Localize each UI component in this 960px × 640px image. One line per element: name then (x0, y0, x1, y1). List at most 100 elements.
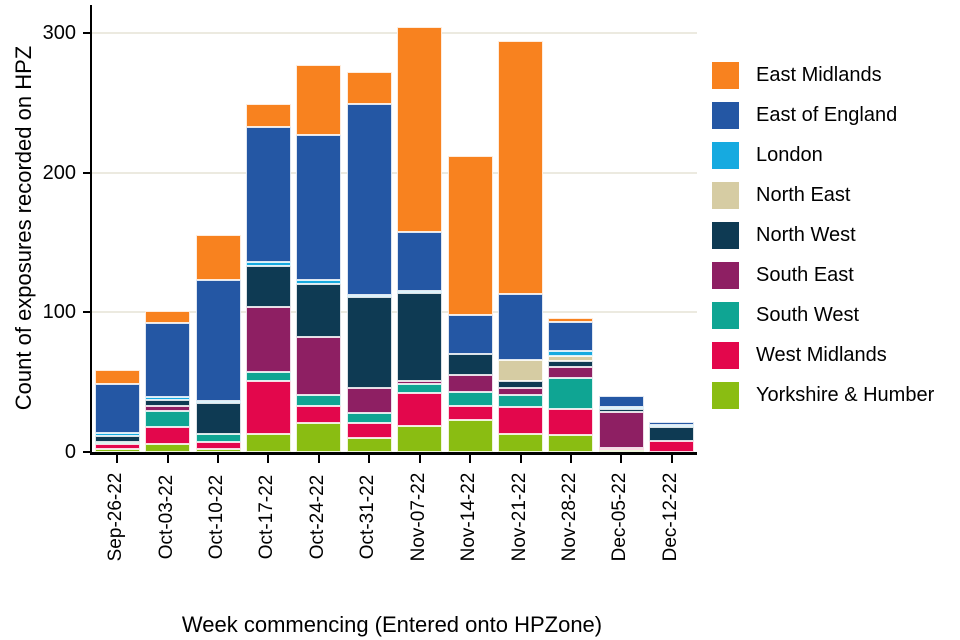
bar-segment (649, 422, 695, 425)
bar-segment (346, 103, 392, 295)
bar-segment (397, 425, 443, 452)
y-axis-tick (83, 32, 90, 34)
legend-label: North West (756, 224, 856, 246)
bar-nov-21-22 (498, 41, 544, 452)
bar-segment (195, 433, 241, 443)
bar-segment (447, 375, 493, 392)
x-tick-label-nov-28-22: Nov-28-22 (558, 472, 580, 562)
x-tick-label-oct-17-22: Oct-17-22 (256, 474, 278, 560)
bar-segment (145, 397, 191, 401)
bar-segment (145, 323, 191, 398)
bar-segment (245, 266, 291, 307)
bar-segment (94, 441, 140, 444)
legend-item-north-east: North East (712, 182, 934, 209)
x-axis-tick (317, 455, 320, 463)
bar-segment (548, 351, 594, 356)
x-tick-label-oct-24-22: Oct-24-22 (306, 474, 328, 560)
bar-segment (94, 443, 140, 450)
x-tick-label-sep-26-22: Sep-26-22 (105, 472, 127, 562)
y-tick-label-100: 100 (42, 301, 76, 324)
bar-nov-14-22 (447, 155, 493, 452)
bar-dec-05-22 (598, 395, 644, 452)
x-axis-tick (519, 455, 522, 463)
y-tick-label-200: 200 (42, 161, 76, 184)
x-tick-label-nov-14-22: Nov-14-22 (458, 472, 480, 562)
x-tick-label-oct-10-22: Oct-10-22 (206, 474, 228, 560)
bar-segment (94, 436, 140, 442)
bar-segment (397, 292, 443, 381)
legend: East Midlands East of England London North … (712, 62, 934, 422)
bar-segment (245, 262, 291, 267)
bar-segment (145, 443, 191, 452)
bar-segment (498, 359, 544, 381)
x-axis-tick (368, 455, 371, 463)
bar-segment (245, 433, 291, 452)
bar-segment (245, 104, 291, 127)
bar-segment (296, 280, 342, 285)
x-axis-tick (469, 455, 472, 463)
bar-segment (498, 387, 544, 395)
bar-segment (548, 317, 594, 323)
bar-segment (548, 322, 594, 352)
legend-label: West Midlands (756, 344, 887, 366)
x-axis-tick (217, 455, 220, 463)
bar-segment (245, 126, 291, 263)
bar-segment (195, 279, 241, 402)
legend-label: South West (756, 304, 860, 326)
legend-item-west-midlands: West Midlands (712, 342, 934, 369)
bar-segment (498, 394, 544, 408)
legend-item-london: London (712, 142, 934, 169)
bar-oct-03-22 (145, 310, 191, 452)
legend-swatch (712, 102, 739, 129)
bar-segment (346, 296, 392, 388)
legend-swatch (712, 382, 739, 409)
bar-segment (145, 426, 191, 444)
gridline-y-200 (92, 171, 697, 174)
bar-segment (195, 401, 241, 404)
bar-oct-17-22 (245, 104, 291, 452)
bar-segment (498, 294, 544, 360)
gridline-y-100 (92, 311, 697, 314)
legend-item-south-west: South West (712, 302, 934, 329)
bar-segment (498, 407, 544, 434)
bar-dec-12-22 (649, 422, 695, 452)
x-axis-tick (569, 455, 572, 463)
x-axis-tick (267, 455, 270, 463)
bar-segment (498, 41, 544, 295)
bar-segment (346, 71, 392, 104)
bar-segment (346, 294, 392, 297)
bar-segment (94, 384, 140, 434)
x-tick-label-nov-21-22: Nov-21-22 (508, 472, 530, 562)
gridline-y-300 (92, 32, 697, 34)
plot-area: 0 100 200 300 (43, 5, 697, 463)
bar-segment (447, 155, 493, 316)
legend-swatch (712, 182, 739, 209)
bar-segment (296, 394, 342, 406)
legend-item-south-east: South East (712, 262, 934, 289)
legend-item-north-west: North West (712, 222, 934, 249)
bar-segment (447, 315, 493, 355)
bar-nov-28-22 (548, 317, 594, 452)
bar-segment (598, 406, 644, 409)
bar-segment (296, 284, 342, 338)
x-axis-tick (166, 455, 169, 463)
bar-segment (649, 440, 695, 452)
bar-segment (598, 448, 644, 450)
legend-label: Yorkshire & Humber (756, 384, 935, 406)
bar-segment (498, 380, 544, 388)
y-axis-tick (83, 171, 90, 174)
x-tick-label-dec-12-22: Dec-12-22 (659, 472, 681, 562)
bar-segment (498, 433, 544, 452)
bar-segment (145, 400, 191, 406)
legend-label: London (756, 144, 823, 166)
bar-segment (447, 391, 493, 406)
legend-swatch (712, 302, 739, 329)
bar-segment (195, 234, 241, 280)
bar-segment (397, 383, 443, 394)
bar-segment (296, 422, 342, 452)
bar-oct-31-22 (346, 71, 392, 452)
bar-segment (548, 435, 594, 452)
bar-segment (195, 449, 241, 452)
bar-segment (548, 366, 594, 379)
